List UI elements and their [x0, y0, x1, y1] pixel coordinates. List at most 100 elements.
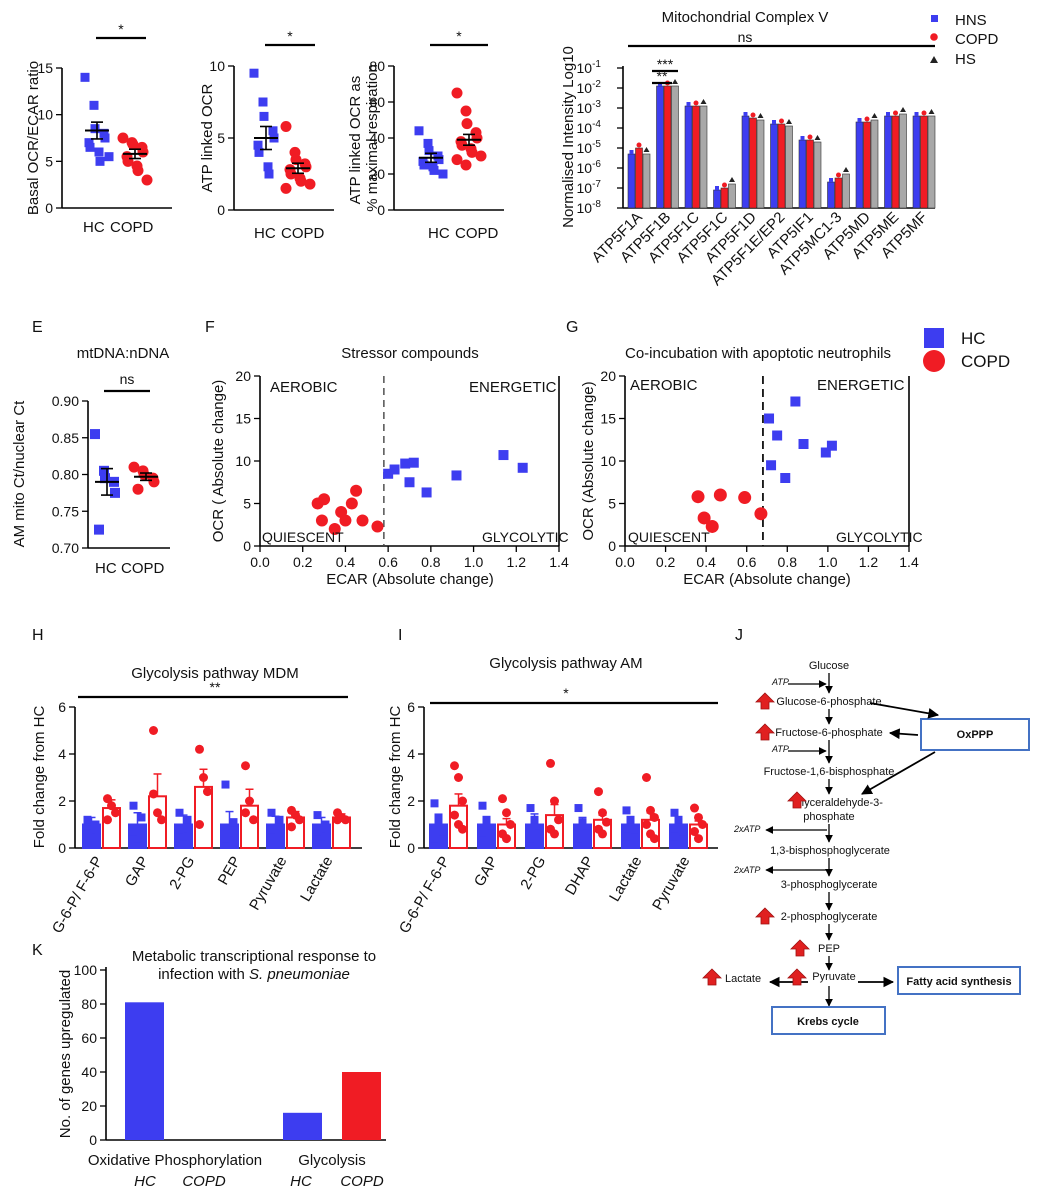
- panel-h-hc-point: [91, 820, 100, 829]
- panel-h-hc-point: [271, 829, 280, 838]
- panel-d-hs-point: [786, 119, 792, 124]
- panel-k-ytick-label: 20: [81, 1098, 97, 1114]
- pathway-glucose: Glucose: [809, 660, 849, 672]
- panel-c-ytick-label: 20: [369, 166, 385, 182]
- panel-h-hc-point: [133, 834, 142, 843]
- panel-h-copd-point: [333, 815, 342, 825]
- panel-i-copd-point: [554, 815, 563, 825]
- panel-g-coincubation: Co-incubation with apoptotic neutrophils…: [580, 328, 1010, 588]
- hc-point: [104, 152, 114, 162]
- panel-h-hc-point: [221, 780, 230, 789]
- panel-i-hc-point: [578, 820, 587, 829]
- panel-i-copd-point: [502, 834, 511, 844]
- panel-k-title-line1: Metabolic transcriptional response to: [132, 948, 376, 965]
- copd-point: [128, 461, 140, 473]
- pathway-gap-line2: phosphate: [803, 811, 854, 823]
- panel-h-hc-point: [183, 815, 192, 824]
- panel-d-hns-point: [772, 120, 776, 124]
- hc-point: [99, 128, 109, 138]
- panel-h-hc-point: [137, 813, 146, 822]
- panel-d-bar-hs: [899, 113, 907, 209]
- panel-i-copd-point: [694, 834, 703, 844]
- pathway-atp-4: 2xATP: [733, 865, 760, 875]
- panel-d-bar-copd: [920, 115, 928, 209]
- panel-i-ytick-label: 6: [407, 699, 415, 715]
- panel-d-bar-hs: [842, 173, 850, 209]
- panel-i-glycolysis-am: Glycolysis pathway AM * 0 2 4 6 G-6-P/ F-6-P…: [387, 655, 718, 936]
- panel-d-hs-point: [729, 177, 735, 182]
- panel-f-copd-point: [345, 497, 358, 510]
- panel-k-ytick-label: 40: [81, 1064, 97, 1080]
- panel-h-copd-point: [111, 808, 120, 818]
- pathway-f16bp: Fructose-1,6-bisphosphate: [764, 766, 895, 778]
- panel-i-hc-point: [534, 829, 543, 838]
- panel-label-j: J: [735, 627, 743, 644]
- panel-d-hns-point: [800, 136, 805, 140]
- panel-h-xtick-label: GAP: [122, 854, 153, 890]
- panel-d-title: Mitochondrial Complex V: [662, 9, 829, 26]
- panel-h-xtick-label: Lactate: [297, 854, 336, 905]
- panel-h-hc-point: [175, 825, 184, 834]
- panel-i-hc-point: [574, 834, 583, 843]
- panel-f-quadrant-quiescent: QUIESCENT: [262, 529, 344, 545]
- panel-i-copd-point: [502, 808, 511, 818]
- panel-label-i: I: [398, 627, 402, 644]
- legend-copd-marker: [923, 350, 945, 372]
- panel-i-hc-point: [486, 829, 495, 838]
- panel-f-stressor: Stressor compounds 0 5 10 15 20 0.0 0.2 0.4 0.6 0…: [210, 345, 569, 588]
- copd-point: [132, 165, 144, 177]
- panel-b-ytick-label: 10: [209, 58, 225, 74]
- arrow-oxppp-f6p: [888, 728, 919, 740]
- hc-point: [100, 473, 110, 484]
- panel-c-ylabel-line1: ATP linked OCR as: [347, 76, 364, 205]
- panel-i-copd-point: [454, 773, 463, 782]
- panel-i-hc-point: [438, 827, 447, 836]
- pathway-atp-1: ATP: [771, 677, 789, 687]
- panel-h-copd-point: [103, 815, 112, 825]
- panel-k-sub-hc-2: HC: [290, 1173, 312, 1190]
- panel-k-bar-copd: [342, 1072, 381, 1140]
- panel-d-bar-copd: [834, 177, 843, 209]
- panel-a-ytick-label: 15: [37, 60, 53, 76]
- panel-label-e: E: [32, 319, 43, 336]
- panel-i-hc-point: [478, 836, 487, 845]
- panel-f-copd-point: [339, 514, 352, 527]
- panel-d-bar-hs: [927, 115, 936, 209]
- panel-f-xtick-label: 1.0: [464, 554, 484, 570]
- panel-d-ytick-label: 10-8: [577, 199, 602, 216]
- panel-e-ytick-label: 0.70: [52, 540, 79, 556]
- panel-k-ytick-label: 80: [81, 996, 97, 1012]
- panel-g-hc-point: [780, 473, 791, 483]
- panel-h-copd-point: [103, 794, 112, 804]
- panel-d-bar-hs: [756, 119, 765, 209]
- panel-f-xtick-label: 1.4: [549, 554, 569, 570]
- panel-k-group-oxphos: Oxidative Phosphorylation: [88, 1152, 262, 1169]
- copd-point: [304, 178, 316, 190]
- panel-d-bar-copd: [863, 121, 871, 209]
- panel-i-hc-point: [530, 820, 539, 829]
- panel-e-ylabel: AM mito Ct/nuclear Ct: [11, 400, 28, 548]
- panel-h-hc-point: [317, 832, 326, 841]
- panel-h-copd-point: [107, 801, 116, 811]
- hc-point: [258, 97, 268, 107]
- hc-point: [94, 524, 104, 535]
- panel-g-hc-point: [820, 447, 831, 458]
- panel-h-copd-point: [149, 726, 158, 735]
- pathway-atp-3: 2xATP: [733, 824, 760, 834]
- panel-k-ylabel: No. of genes upregulated: [57, 970, 74, 1138]
- pathway-f6p: Fructose-6-phosphate: [775, 727, 883, 739]
- panel-c-xtick-copd: COPD: [455, 225, 499, 242]
- panel-f-title: Stressor compounds: [341, 345, 479, 362]
- panel-g-xtick-label: 1.4: [899, 554, 919, 570]
- panel-k-ytick-label: 60: [81, 1030, 97, 1046]
- panel-g-quadrant-aerobic: AEROBIC: [630, 377, 698, 394]
- panel-d-hns-point: [629, 150, 634, 154]
- panel-d-hs-point: [672, 79, 678, 84]
- panel-d-hs-point: [814, 135, 821, 140]
- panel-a-ytick-label: 10: [37, 107, 53, 123]
- panel-e-ytick-label: 0.75: [52, 503, 79, 519]
- panel-i-hc-point: [678, 827, 687, 836]
- panel-i-xtick-label: 2-PG: [517, 854, 549, 893]
- krebs-label: Krebs cycle: [797, 1016, 859, 1028]
